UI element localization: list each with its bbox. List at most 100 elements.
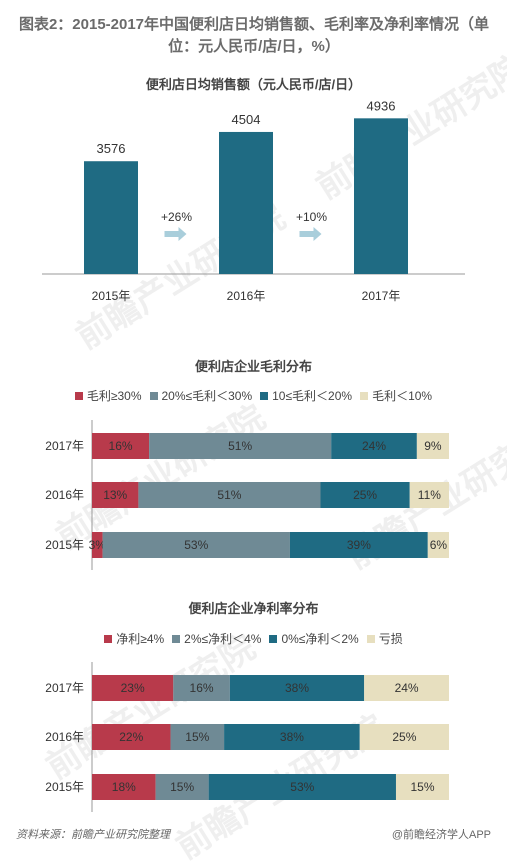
segment-label: 6% bbox=[430, 538, 448, 552]
bar bbox=[84, 161, 138, 274]
bar-segment bbox=[416, 433, 449, 459]
legend-swatch bbox=[360, 391, 369, 400]
segment-label: 23% bbox=[121, 681, 145, 695]
legend-label: 0%≤净利＜2% bbox=[281, 632, 359, 646]
bar-segment bbox=[289, 532, 428, 558]
legend-label: 净利≥4% bbox=[116, 632, 165, 646]
legend-item: 毛利＜10% bbox=[360, 387, 432, 404]
data-label: 4936 bbox=[367, 100, 396, 113]
legend-swatch bbox=[172, 634, 181, 643]
segment-label: 51% bbox=[217, 488, 241, 502]
segment-label: 38% bbox=[285, 681, 309, 695]
legend-swatch bbox=[269, 634, 278, 643]
legend-label: 亏损 bbox=[378, 632, 403, 646]
bar-segment bbox=[224, 724, 360, 750]
bar-segment bbox=[92, 724, 171, 750]
gross-margin-chart-title: 便利店企业毛利分布 bbox=[194, 359, 312, 374]
bar-segment bbox=[229, 675, 365, 701]
category-label: 2016年 bbox=[45, 488, 84, 502]
legend-swatch bbox=[149, 391, 158, 400]
legend-item: 2%≤净利＜4% bbox=[172, 630, 261, 647]
growth-arrow bbox=[164, 227, 187, 241]
bar-segment bbox=[92, 532, 103, 558]
bar-segment bbox=[138, 482, 321, 508]
category-label: 2015年 bbox=[92, 289, 131, 303]
category-label: 2017年 bbox=[45, 681, 84, 695]
segment-label: 13% bbox=[103, 488, 127, 502]
category-label: 2017年 bbox=[362, 289, 401, 303]
legend-label: 2%≤净利＜4% bbox=[184, 632, 262, 646]
segment-label: 24% bbox=[395, 681, 419, 695]
net-margin-legend: 净利≥4% 2%≤净利＜4% 0%≤净利＜2% 亏损 bbox=[0, 630, 507, 647]
segment-label: 53% bbox=[290, 780, 314, 794]
net-margin-stacked-chart: 2017年 23% 16% 38% 24% 2016年 22% 15% 38% 25% 2015年 1… bbox=[45, 662, 449, 812]
bar-segment bbox=[102, 532, 290, 558]
figure-title: 图表2：2015-2017年中国便利店日均销售额、毛利率及净利率情况（单位：元人… bbox=[18, 16, 490, 55]
legend-swatch bbox=[104, 634, 113, 643]
segment-label: 38% bbox=[280, 730, 304, 744]
legend-item: 10≤毛利＜20% bbox=[260, 387, 352, 404]
segment-label: 16% bbox=[190, 681, 214, 695]
segment-label: 16% bbox=[109, 439, 133, 453]
segment-label: 39% bbox=[347, 538, 371, 552]
gross-margin-legend: 毛利≥30% 20%≤毛利＜30% 10≤毛利＜20% 毛利＜10% bbox=[0, 387, 507, 404]
bar bbox=[219, 131, 273, 274]
segment-label: 3% bbox=[89, 538, 107, 552]
bar-segment bbox=[92, 482, 139, 508]
credit-note: @前瞻经济学人APP bbox=[391, 829, 491, 841]
segment-label: 9% bbox=[424, 439, 442, 453]
segment-label: 25% bbox=[392, 730, 416, 744]
data-label: 3576 bbox=[97, 141, 126, 156]
bar-segment bbox=[395, 774, 449, 800]
legend-item: 净利≥4% bbox=[104, 630, 164, 647]
category-label: 2016年 bbox=[45, 730, 84, 744]
bar-segment bbox=[173, 675, 230, 701]
legend-item: 0%≤净利＜2% bbox=[269, 630, 359, 647]
segment-label: 53% bbox=[184, 538, 208, 552]
segment-label: 15% bbox=[170, 780, 194, 794]
bar-segment bbox=[359, 724, 449, 750]
bar-segment bbox=[331, 433, 417, 459]
legend-item: 毛利≥30% bbox=[74, 387, 142, 404]
legend-swatch bbox=[74, 391, 83, 400]
growth-arrow bbox=[299, 227, 322, 241]
source-note: 资料来源：前瞻产业研究院整理 bbox=[16, 829, 170, 841]
legend-label: 20%≤毛利＜30% bbox=[161, 389, 253, 403]
bar-segment bbox=[364, 675, 449, 701]
legend-item: 20%≤毛利＜30% bbox=[149, 387, 253, 404]
bar-segment bbox=[149, 433, 332, 459]
legend-label: 毛利≥30% bbox=[86, 389, 142, 403]
category-label: 2015年 bbox=[45, 538, 84, 552]
bar-segment bbox=[92, 675, 174, 701]
segment-label: 15% bbox=[185, 730, 209, 744]
growth-label: +10% bbox=[296, 210, 327, 224]
legend-label: 毛利＜10% bbox=[372, 389, 433, 403]
sales-chart-title: 便利店日均销售额（元人民币/店/日） bbox=[145, 77, 362, 92]
footer: 资料来源：前瞻产业研究院整理 @前瞻经济学人APP bbox=[16, 826, 491, 842]
category-label: 2016年 bbox=[227, 289, 266, 303]
legend-item: 亏损 bbox=[366, 630, 403, 647]
category-label: 2015年 bbox=[45, 780, 84, 794]
sales-bar-chart: 3576 2015年 4504 2016年 4936 2017年 +26% +10% bbox=[42, 100, 465, 303]
segment-label: 24% bbox=[362, 439, 386, 453]
bar-segment bbox=[92, 433, 150, 459]
bar-segment bbox=[155, 774, 209, 800]
bar-segment bbox=[427, 532, 449, 558]
segment-label: 18% bbox=[112, 780, 136, 794]
category-label: 2017年 bbox=[45, 439, 84, 453]
bar-segment bbox=[92, 774, 156, 800]
bar-segment bbox=[208, 774, 396, 800]
data-label: 4504 bbox=[232, 112, 261, 127]
legend-swatch bbox=[366, 634, 375, 643]
bar-segment bbox=[409, 482, 449, 508]
gross-margin-stacked-chart: 2017年 16% 51% 24% 9% 2016年 13% 51% 25% 11% 2015年 3%… bbox=[45, 420, 449, 570]
bar-segment bbox=[170, 724, 225, 750]
net-margin-chart-title: 便利店企业净利率分布 bbox=[188, 601, 319, 616]
segment-label: 25% bbox=[353, 488, 377, 502]
segment-label: 51% bbox=[228, 439, 252, 453]
legend-swatch bbox=[260, 391, 269, 400]
growth-label: +26% bbox=[161, 210, 192, 224]
segment-label: 11% bbox=[418, 488, 441, 502]
bar-segment bbox=[320, 482, 410, 508]
segment-label: 15% bbox=[410, 780, 434, 794]
